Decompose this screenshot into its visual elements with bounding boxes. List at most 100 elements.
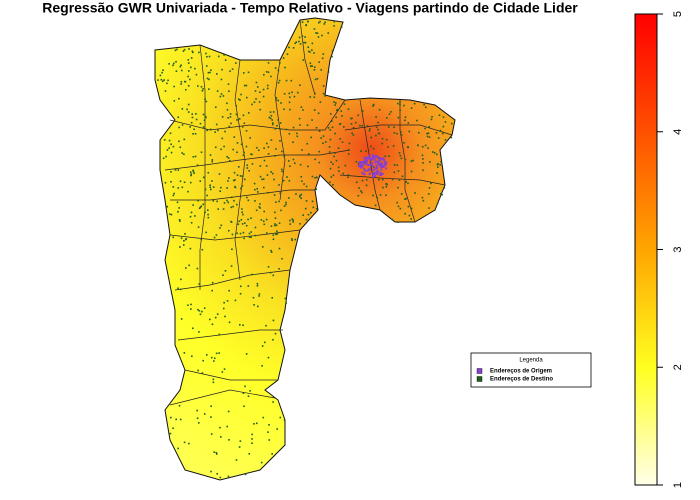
destination-point (407, 205, 410, 208)
destination-point (256, 86, 259, 88)
destination-point (347, 108, 350, 110)
destination-point (255, 209, 258, 212)
destination-point (251, 438, 253, 440)
destination-point (240, 143, 243, 146)
destination-point (292, 141, 294, 144)
destination-point (239, 285, 242, 288)
destination-point (170, 143, 172, 146)
destination-point (203, 307, 206, 309)
origin-point (385, 163, 388, 166)
destination-point (433, 151, 436, 154)
destination-point (222, 307, 225, 310)
destination-point (238, 446, 241, 448)
destination-point (350, 123, 353, 125)
origin-point (371, 156, 374, 159)
destination-point (304, 36, 306, 38)
origin-point (379, 171, 382, 174)
destination-point (289, 96, 291, 99)
destination-point (361, 124, 363, 127)
destination-point (417, 144, 419, 147)
destination-point (201, 248, 204, 251)
destination-point (247, 112, 250, 114)
destination-point (241, 185, 244, 187)
destination-point (342, 126, 345, 128)
destination-point (290, 79, 293, 82)
destination-point (267, 62, 270, 64)
destination-point (271, 296, 274, 299)
origin-point (363, 156, 366, 159)
destination-point (270, 75, 272, 78)
destination-point (292, 126, 295, 129)
destination-point (248, 236, 251, 238)
destination-point (236, 232, 238, 235)
origin-point (380, 163, 383, 166)
destination-point (267, 431, 269, 433)
destination-point (267, 146, 270, 148)
origin-point (384, 167, 387, 170)
destination-point (328, 146, 331, 148)
destination-point (443, 187, 446, 189)
destination-point (442, 125, 445, 128)
destination-point (311, 42, 314, 45)
destination-point (199, 122, 202, 125)
destination-point (214, 106, 217, 109)
destination-point (196, 409, 199, 412)
destination-point (397, 116, 400, 119)
destination-point (357, 114, 360, 117)
destination-point (355, 181, 358, 184)
destination-point (255, 98, 257, 100)
destination-point (242, 72, 245, 74)
destination-point (227, 116, 229, 119)
address-points (157, 20, 453, 479)
destination-point (191, 355, 193, 358)
destination-point (246, 164, 249, 167)
origin-point (368, 164, 371, 167)
destination-point (226, 300, 229, 302)
destination-point (178, 207, 180, 209)
destination-point (255, 146, 258, 149)
destination-point (238, 220, 241, 223)
destination-point (282, 179, 285, 182)
destination-point (335, 159, 338, 162)
destination-point (219, 426, 221, 429)
destination-point (404, 158, 407, 161)
destination-point (414, 192, 416, 194)
destination-point (405, 181, 407, 183)
destination-point (263, 223, 266, 226)
destination-point (267, 71, 270, 74)
destination-point (180, 81, 183, 83)
destination-point (249, 390, 251, 392)
destination-point (322, 92, 325, 95)
destination-point (329, 181, 331, 183)
destination-point (404, 198, 406, 200)
destination-point (258, 206, 261, 208)
destination-point (183, 153, 185, 156)
destination-point (396, 201, 398, 204)
destination-point (209, 71, 211, 74)
destination-point (195, 118, 198, 121)
legend-label: Endereços de Origem (490, 369, 552, 375)
destination-point (246, 196, 248, 199)
destination-point (261, 246, 264, 248)
destination-point (426, 135, 429, 138)
destination-point (190, 121, 193, 124)
destination-point (284, 297, 287, 300)
destination-point (180, 237, 183, 240)
destination-point (173, 192, 175, 195)
destination-point (340, 26, 343, 28)
destination-point (313, 109, 316, 111)
destination-point (236, 203, 238, 206)
destination-point (279, 416, 282, 419)
destination-point (245, 84, 248, 87)
destination-point (240, 187, 242, 190)
destination-point (239, 99, 241, 101)
destination-point (209, 128, 212, 131)
destination-point (175, 418, 177, 421)
destination-point (335, 116, 337, 119)
destination-point (236, 151, 238, 154)
origin-point (367, 169, 370, 172)
destination-point (183, 181, 186, 184)
colorbar-tick-label: 4 (672, 129, 684, 135)
origin-point (365, 156, 368, 159)
destination-point (382, 186, 384, 189)
